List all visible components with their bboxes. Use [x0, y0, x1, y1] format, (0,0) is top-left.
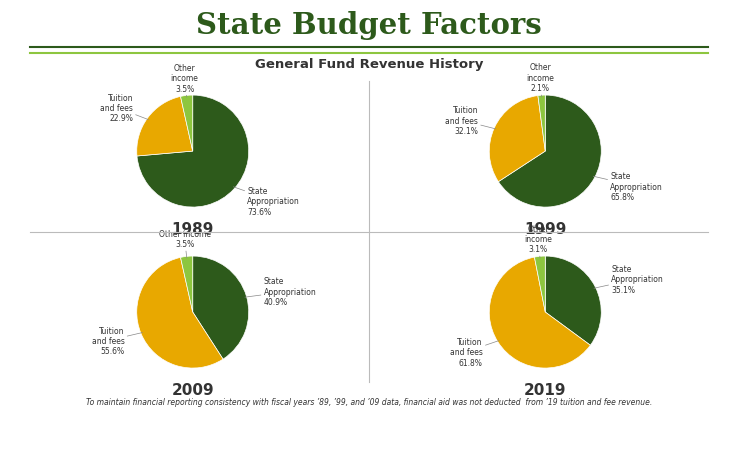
Wedge shape [193, 257, 249, 359]
Wedge shape [137, 96, 249, 207]
Wedge shape [538, 96, 545, 152]
Text: Tuition
and fees
55.6%: Tuition and fees 55.6% [92, 326, 142, 356]
Text: Other income
3.5%: Other income 3.5% [159, 229, 210, 258]
Text: Tuition
and fees
32.1%: Tuition and fees 32.1% [445, 106, 496, 136]
Wedge shape [489, 96, 545, 182]
Wedge shape [137, 97, 193, 157]
Wedge shape [545, 257, 601, 345]
Wedge shape [181, 257, 193, 313]
Text: 1999: 1999 [524, 221, 567, 236]
Text: General Fund Revenue History: General Fund Revenue History [255, 58, 483, 71]
Wedge shape [489, 258, 590, 368]
Text: Other
income
2.1%: Other income 2.1% [526, 63, 554, 98]
Wedge shape [137, 258, 223, 368]
Text: Other
income
3.5%: Other income 3.5% [170, 64, 199, 98]
Text: Tuition
and fees
61.8%: Tuition and fees 61.8% [450, 337, 499, 367]
Text: N   NORTHERN MICHIGAN UNIVERSITY: N NORTHERN MICHIGAN UNIVERSITY [266, 430, 472, 440]
Text: State Budget Factors: State Budget Factors [196, 10, 542, 40]
Text: 2019: 2019 [524, 382, 567, 397]
Text: State
Appropriation
65.8%: State Appropriation 65.8% [593, 172, 663, 202]
Text: To maintain financial reporting consistency with fiscal years ’89, ’99, and ’09 : To maintain financial reporting consiste… [86, 397, 652, 406]
Wedge shape [498, 96, 601, 207]
Text: State
Appropriation
73.6%: State Appropriation 73.6% [233, 187, 300, 217]
Text: State
Appropriation
40.9%: State Appropriation 40.9% [245, 277, 317, 306]
Text: State
Appropriation
35.1%: State Appropriation 35.1% [594, 264, 664, 294]
Text: Tuition
and fees
22.9%: Tuition and fees 22.9% [100, 93, 148, 123]
Text: 1989: 1989 [171, 221, 214, 236]
Text: Other
income
3.1%: Other income 3.1% [524, 224, 552, 258]
Wedge shape [181, 96, 193, 152]
Wedge shape [534, 257, 545, 313]
Text: 2009: 2009 [171, 382, 214, 397]
